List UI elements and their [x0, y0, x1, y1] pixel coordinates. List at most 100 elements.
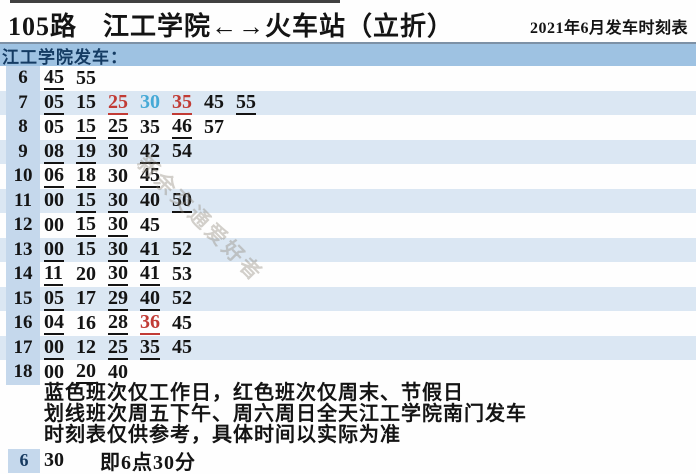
- minute-value: 42: [140, 139, 160, 164]
- minute-value: 45: [140, 213, 160, 236]
- minute-slot: 41: [140, 262, 172, 287]
- minute-value: 25: [108, 115, 128, 140]
- minute-value: 46: [172, 115, 192, 140]
- minute-value: 00: [44, 237, 64, 262]
- departure-section-band: 江工学院发车：: [0, 42, 696, 67]
- minute-slot: 45: [44, 66, 76, 91]
- minute-slot: 30: [108, 165, 140, 188]
- notes-block: 蓝色班次仅工作日，红色班次仅周末、节假日 划线班次周五下午、周六周日全天江工学院…: [44, 383, 527, 446]
- minute-value: 40: [140, 286, 160, 311]
- minute-value: 00: [44, 335, 64, 360]
- title-row: 105路 江工学院←→火车站（立折） 2021年6月发车时刻表: [8, 6, 690, 41]
- route-endpoints: 江工学院←→火车站（立折）: [103, 12, 455, 41]
- route-number: 105路: [8, 12, 78, 41]
- timetable-row: 17 00 12 25 35 45: [0, 335, 696, 360]
- minute-value: 15: [76, 91, 96, 114]
- minute-slot: 15: [76, 189, 108, 213]
- minute-slot: 45: [172, 336, 204, 359]
- minute-value: 54: [172, 140, 192, 163]
- minute-value: 20: [76, 360, 96, 385]
- minute-slot: 35: [140, 116, 172, 139]
- minute-slot: 12: [76, 336, 108, 359]
- hour-cell: 6: [6, 66, 40, 91]
- minute-value: 52: [172, 287, 192, 310]
- minute-slot: 55: [76, 67, 108, 90]
- hour-cell: 17: [6, 335, 40, 360]
- minute-slot: 15: [76, 213, 108, 238]
- timetable-row: 16 04 16 28 36 45: [0, 311, 696, 336]
- timetable-row: 15 05 17 29 40 52: [0, 286, 696, 311]
- minute-slot: 15: [76, 238, 108, 261]
- minute-value: 05: [44, 286, 64, 311]
- minute-slot: 45: [172, 312, 204, 335]
- minute-slot: 57: [204, 116, 236, 139]
- minute-value: 35: [172, 90, 192, 115]
- top-crop-artifact: [10, 0, 340, 3]
- minute-slot: 53: [172, 263, 204, 286]
- minutes-list: 11 20 30 41 53: [44, 262, 204, 287]
- minute-value: 30: [108, 262, 128, 287]
- minute-slot: 35: [172, 91, 204, 115]
- minute-value: 45: [204, 91, 224, 114]
- minute-slot: 00: [44, 214, 76, 237]
- minute-value: 15: [76, 188, 96, 213]
- minute-slot: 15: [76, 91, 108, 114]
- minute-value: 35: [140, 335, 160, 360]
- timetable-row: 13 00 15 30 41 52: [0, 237, 696, 262]
- minute-value: 30: [108, 213, 128, 238]
- minute-value: 35: [140, 115, 160, 138]
- minute-value: 55: [76, 66, 96, 89]
- minute-slot: 50: [172, 189, 204, 213]
- minute-value: 45: [44, 66, 64, 91]
- minute-slot: 11: [44, 262, 76, 287]
- minute-slot: 45: [204, 91, 236, 114]
- minute-value: 00: [44, 213, 64, 236]
- minute-slot: 30: [108, 140, 140, 163]
- minute-value: 30: [140, 91, 160, 114]
- minutes-list: 04 16 28 36 45: [44, 311, 204, 336]
- timetable-row: 12 00 15 30 45: [0, 213, 696, 238]
- minute-slot: 00: [44, 361, 76, 384]
- minute-slot: 00: [44, 238, 76, 262]
- minutes-list: 05 15 25 35 46 57: [44, 115, 236, 140]
- minute-value: 41: [140, 237, 160, 262]
- minutes-list: 00 15 30 40 50: [44, 189, 204, 213]
- minute-slot: 52: [172, 238, 204, 261]
- minute-slot: 30: [108, 189, 140, 213]
- timetable-row: 9 08 19 30 42 54: [0, 139, 696, 164]
- minute-value: 00: [44, 360, 64, 383]
- minutes-list: 05 15 25 30 35 45 55: [44, 91, 268, 115]
- minute-slot: 08: [44, 140, 76, 164]
- minute-value: 04: [44, 311, 64, 336]
- timetable-row: 14 11 20 30 41 53: [0, 262, 696, 287]
- minute-slot: 28: [108, 311, 140, 336]
- minute-slot: 05: [44, 116, 76, 139]
- minute-value: 08: [44, 139, 64, 164]
- hour-cell: 10: [6, 164, 40, 189]
- minute-slot: 29: [108, 287, 140, 311]
- minute-slot: 54: [172, 140, 204, 163]
- minute-value: 20: [76, 262, 96, 285]
- legend-minute-value: 30: [44, 449, 64, 471]
- minute-value: 28: [108, 311, 128, 336]
- legend-example-row: 6 30 即6点30分: [0, 447, 696, 474]
- minute-value: 11: [44, 262, 63, 287]
- hour-cell: 9: [6, 139, 40, 164]
- minute-value: 45: [140, 164, 160, 189]
- minute-slot: 20: [76, 360, 108, 385]
- minute-value: 40: [108, 360, 128, 383]
- minute-slot: 16: [76, 312, 108, 335]
- note-line: 时刻表仅供参考，具体时间以实际为准: [44, 424, 401, 446]
- minute-value: 18: [76, 164, 96, 189]
- minute-slot: 30: [108, 213, 140, 238]
- hour-cell: 16: [6, 311, 40, 336]
- minute-value: 40: [140, 189, 160, 212]
- minute-value: 52: [172, 238, 192, 261]
- minutes-list: 00 20 40: [44, 360, 140, 385]
- timetable-row: 11 00 15 30 40 50: [0, 188, 696, 213]
- minute-slot: 52: [172, 287, 204, 310]
- minute-slot: 40: [108, 361, 140, 384]
- timetable-row: 18 00 20 40: [0, 360, 696, 385]
- minute-value: 15: [76, 115, 96, 140]
